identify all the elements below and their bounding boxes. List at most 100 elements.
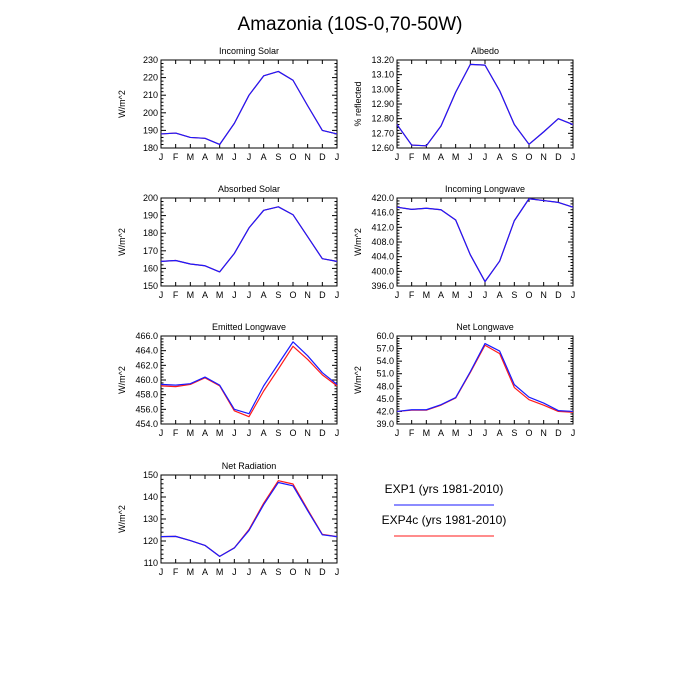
y-axis-label: W/m^2 <box>117 505 127 533</box>
x-tick-label: J <box>159 152 164 162</box>
x-tick-label: J <box>335 428 340 438</box>
x-tick-label: J <box>468 152 473 162</box>
y-tick-label: 12.80 <box>371 114 394 124</box>
x-tick-label: O <box>525 152 532 162</box>
panel-title: Incoming Solar <box>219 46 279 56</box>
x-tick-label: S <box>511 290 517 300</box>
y-tick-label: 54.0 <box>376 356 394 366</box>
y-tick-label: 130 <box>143 514 158 524</box>
x-tick-label: F <box>173 567 179 577</box>
x-tick-label: S <box>511 152 517 162</box>
x-tick-label: J <box>483 428 488 438</box>
x-tick-label: M <box>452 290 460 300</box>
series-line-exp1 <box>160 341 338 415</box>
y-tick-label: 150 <box>143 470 158 480</box>
panel-title: Albedo <box>471 46 499 56</box>
x-tick-label: N <box>540 290 547 300</box>
x-tick-label: M <box>187 290 195 300</box>
x-tick-label: J <box>483 152 488 162</box>
x-tick-label: A <box>261 290 267 300</box>
x-tick-label: D <box>555 290 562 300</box>
y-tick-label: 190 <box>143 125 158 135</box>
x-tick-label: J <box>247 428 252 438</box>
x-tick-label: S <box>275 152 281 162</box>
x-tick-label: A <box>497 152 503 162</box>
x-tick-label: M <box>216 428 224 438</box>
y-tick-label: 230 <box>143 55 158 65</box>
y-tick-label: 458.0 <box>135 390 158 400</box>
x-tick-label: J <box>571 428 576 438</box>
y-tick-label: 48.0 <box>376 381 394 391</box>
y-tick-label: 412.0 <box>371 222 394 232</box>
x-tick-label: J <box>571 152 576 162</box>
x-tick-label: D <box>319 152 326 162</box>
x-tick-label: D <box>319 567 326 577</box>
x-tick-label: O <box>525 428 532 438</box>
y-tick-label: 60.0 <box>376 331 394 341</box>
x-tick-label: A <box>261 428 267 438</box>
series-line-exp1 <box>160 70 338 146</box>
x-tick-label: M <box>423 152 431 162</box>
y-tick-label: 110 <box>144 558 158 568</box>
y-tick-label: 140 <box>143 492 158 502</box>
y-tick-label: 170 <box>143 246 158 256</box>
y-tick-label: 12.60 <box>371 143 394 153</box>
x-tick-label: O <box>525 290 532 300</box>
y-tick-label: 51.0 <box>376 369 394 379</box>
y-tick-label: 396.0 <box>371 281 394 291</box>
y-tick-label: 13.10 <box>371 70 394 80</box>
series-line-exp4c <box>160 345 338 418</box>
x-tick-label: M <box>187 428 195 438</box>
x-tick-label: O <box>289 290 296 300</box>
x-tick-label: N <box>304 428 311 438</box>
x-tick-label: A <box>202 152 208 162</box>
x-tick-label: J <box>232 290 237 300</box>
y-tick-label: 462.0 <box>135 360 158 370</box>
x-tick-label: N <box>540 152 547 162</box>
x-tick-label: J <box>335 567 340 577</box>
x-tick-label: A <box>202 428 208 438</box>
panel-title: Net Longwave <box>456 322 514 332</box>
x-tick-label: S <box>275 428 281 438</box>
x-tick-label: N <box>304 567 311 577</box>
y-tick-label: 150 <box>143 281 158 291</box>
x-tick-label: J <box>159 567 164 577</box>
x-tick-label: S <box>275 290 281 300</box>
y-tick-label: 13.00 <box>371 84 394 94</box>
x-tick-label: M <box>187 152 195 162</box>
y-tick-label: 220 <box>143 73 158 83</box>
y-axis-label: W/m^2 <box>353 366 363 394</box>
x-tick-label: D <box>319 290 326 300</box>
y-axis-label: W/m^2 <box>117 366 127 394</box>
panel-title: Incoming Longwave <box>445 184 525 194</box>
x-tick-label: J <box>232 567 237 577</box>
x-tick-label: J <box>395 152 400 162</box>
x-tick-label: J <box>247 290 252 300</box>
panel-title: Absorbed Solar <box>218 184 280 194</box>
x-tick-label: J <box>468 428 473 438</box>
y-tick-label: 420.0 <box>371 193 394 203</box>
y-tick-label: 180 <box>143 143 158 153</box>
y-tick-label: 42.0 <box>376 406 394 416</box>
x-tick-label: D <box>555 428 562 438</box>
x-tick-label: A <box>497 290 503 300</box>
x-tick-label: D <box>555 152 562 162</box>
x-tick-label: A <box>438 428 444 438</box>
x-tick-label: J <box>483 290 488 300</box>
panel-title: Emitted Longwave <box>212 322 286 332</box>
x-tick-label: F <box>409 290 415 300</box>
legend: EXP1 (yrs 1981-2010) EXP4c (yrs 1981-2010… <box>382 482 507 537</box>
x-tick-label: F <box>409 428 415 438</box>
series-line-exp1 <box>160 206 338 273</box>
y-tick-label: 464.0 <box>135 346 158 356</box>
y-tick-label: 404.0 <box>371 252 394 262</box>
legend-label-exp4c: EXP4c (yrs 1981-2010) <box>382 513 507 527</box>
x-tick-label: D <box>319 428 326 438</box>
x-tick-label: A <box>438 152 444 162</box>
x-tick-label: A <box>202 567 208 577</box>
